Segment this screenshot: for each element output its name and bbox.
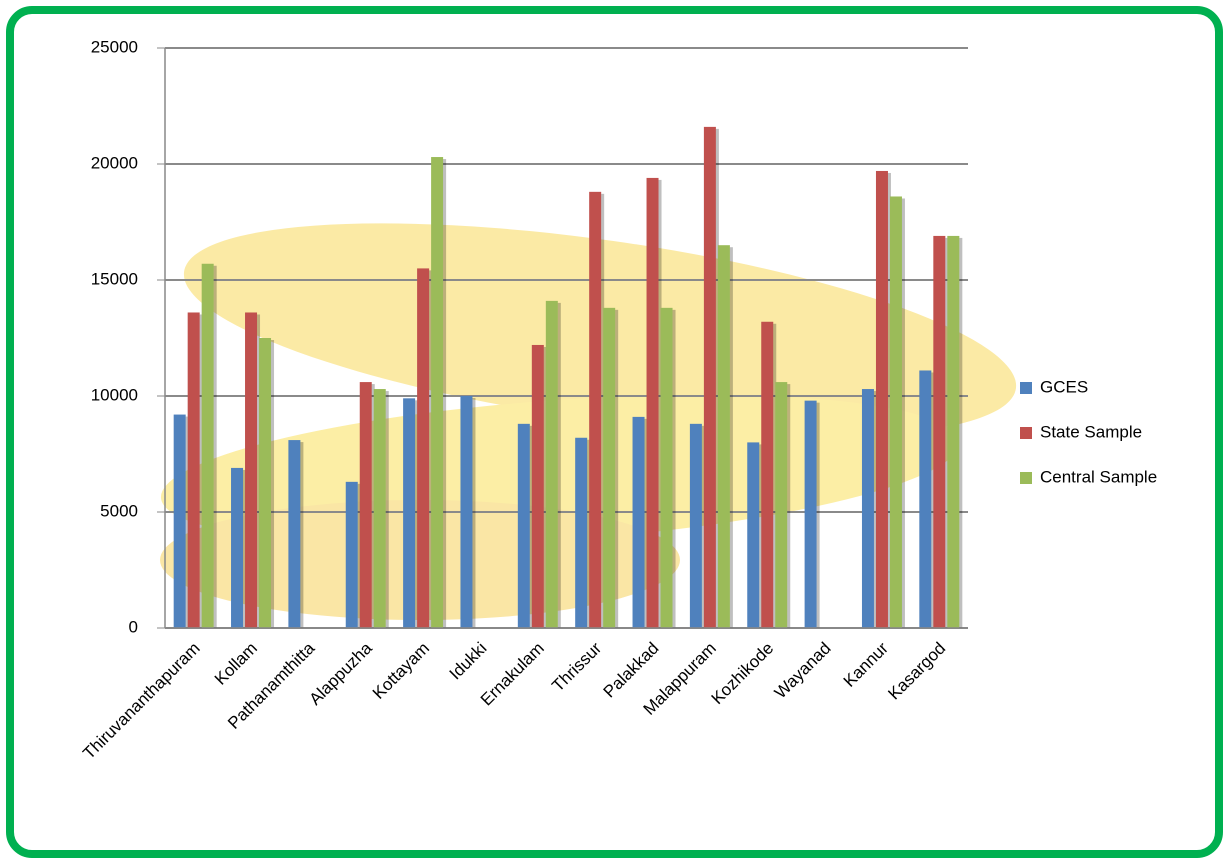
bar (373, 389, 386, 628)
x-tick-label: Kozhikode (708, 639, 778, 709)
bar (889, 196, 902, 629)
bar-side (945, 237, 949, 629)
legend-label: Central Sample (1040, 467, 1157, 486)
legend-label: State Sample (1040, 422, 1142, 441)
legend-swatch (1020, 427, 1032, 439)
bar-side (529, 425, 533, 628)
legend-swatch (1020, 472, 1032, 484)
bar (804, 400, 817, 628)
bar-side (415, 400, 419, 628)
bar-side (644, 418, 648, 628)
bar-side (873, 391, 877, 628)
y-tick-label: 20000 (91, 153, 138, 172)
bar (589, 191, 602, 628)
bar-side (371, 384, 375, 628)
bar (761, 321, 774, 628)
bar (861, 389, 874, 628)
bar-side (257, 314, 261, 628)
x-tick-label: Wayanad (771, 639, 835, 703)
y-tick-label: 25000 (91, 37, 138, 56)
bar-side (543, 346, 547, 628)
bar-side (773, 323, 777, 628)
bar-side (601, 193, 605, 628)
bar (245, 312, 258, 628)
y-tick-label: 0 (129, 617, 138, 636)
bar (201, 263, 214, 628)
bar (775, 382, 788, 628)
y-tick-label: 10000 (91, 385, 138, 404)
bar-side (443, 159, 447, 629)
bar (646, 177, 659, 629)
bar (919, 370, 932, 628)
bar (403, 398, 416, 628)
bar (517, 423, 530, 628)
bar (173, 414, 186, 628)
bar-side (729, 247, 733, 628)
bar (703, 126, 716, 628)
x-tick-label: Thiruvananthapuram (79, 639, 203, 763)
legend-label: GCES (1040, 377, 1088, 396)
bar (575, 437, 588, 628)
bar-side (429, 270, 433, 628)
bar (689, 423, 702, 628)
bar (747, 442, 760, 628)
bar (717, 245, 730, 628)
bar (875, 170, 888, 628)
legend-swatch (1020, 382, 1032, 394)
x-tick-label: Kannur (840, 638, 892, 690)
bar (660, 307, 673, 628)
bar-side (357, 483, 361, 628)
bar-side (243, 469, 247, 628)
bar-side (816, 402, 820, 628)
bar (531, 344, 544, 628)
bar-side (271, 340, 275, 628)
x-tick-label: Kollam (211, 639, 261, 689)
bar-side (472, 398, 476, 628)
y-tick-label: 5000 (100, 501, 138, 520)
bar-side (901, 198, 905, 629)
x-tick-label: Kasargod (884, 639, 949, 704)
bar-side (615, 309, 619, 628)
bar (460, 396, 473, 628)
bar-side (557, 302, 561, 628)
bar-side (959, 237, 963, 629)
bar (288, 440, 301, 628)
bar-side (385, 391, 389, 628)
x-tick-label: Thrissur (548, 638, 605, 695)
x-tick-label: Idukki (446, 639, 491, 684)
bar-side (787, 384, 791, 628)
bar-side (185, 416, 189, 628)
x-tick-label: Alappuzha (306, 638, 377, 709)
bar-side (300, 442, 304, 628)
bar (231, 467, 244, 628)
bar (345, 481, 358, 628)
bar-side (701, 425, 705, 628)
bar (259, 338, 272, 628)
bar (603, 307, 616, 628)
bar-side (672, 309, 676, 628)
bar (947, 235, 960, 629)
bar (632, 416, 645, 628)
bar (431, 157, 444, 629)
bar (359, 382, 372, 628)
bar-side (759, 444, 763, 628)
bar-side (213, 265, 217, 628)
bar-side (199, 314, 203, 628)
x-tick-label: Kottayam (369, 639, 433, 703)
bar-side (715, 128, 719, 628)
y-tick-label: 15000 (91, 269, 138, 288)
bar (933, 235, 946, 629)
bar-side (931, 372, 935, 628)
bar-side (658, 179, 662, 629)
bar (417, 268, 430, 628)
bar (187, 312, 200, 628)
bar-side (887, 172, 891, 628)
bar-side (587, 439, 591, 628)
bar (545, 300, 558, 628)
